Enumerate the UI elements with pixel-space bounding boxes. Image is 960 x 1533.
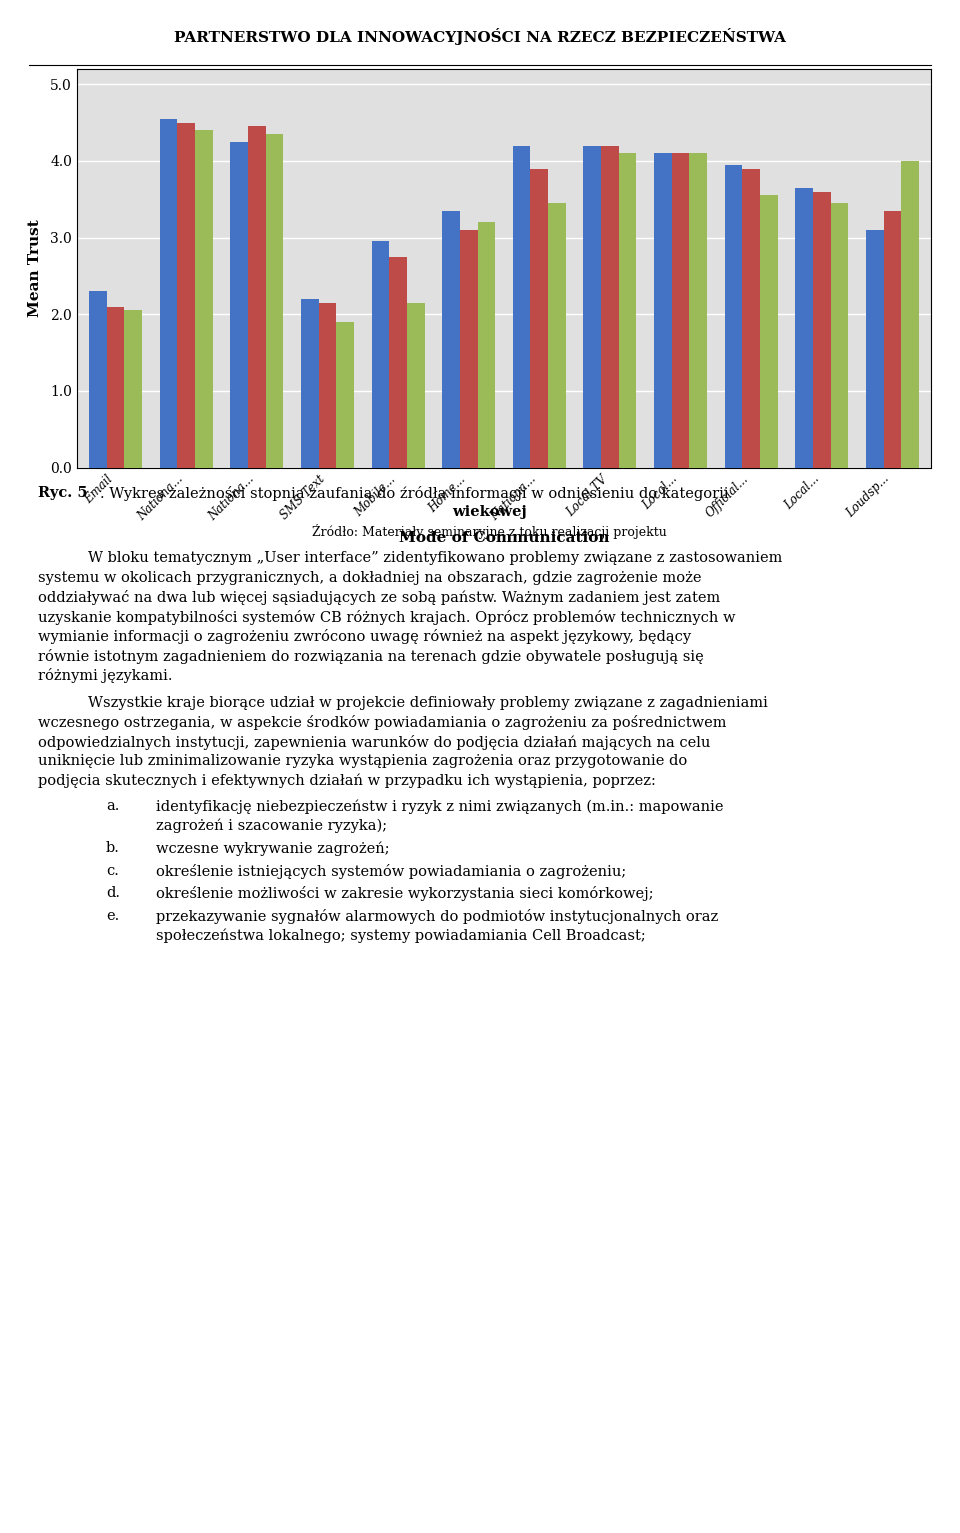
Bar <box>830 204 849 468</box>
Bar <box>125 311 142 468</box>
Bar <box>866 230 883 468</box>
Bar <box>460 230 477 468</box>
Bar <box>195 130 213 468</box>
Bar <box>548 204 565 468</box>
Text: systemu w okolicach przygranicznych, a dokładniej na obszarach, gdzie zagrożenie: systemu w okolicach przygranicznych, a d… <box>38 570 702 584</box>
Text: zagrożeń i szacowanie ryzyka);: zagrożeń i szacowanie ryzyka); <box>156 819 387 834</box>
Text: wiekowej: wiekowej <box>452 506 527 520</box>
Text: oddziaływać na dwa lub więcej sąsiadujących ze sobą państw. Ważnym zadaniem jest: oddziaływać na dwa lub więcej sąsiadując… <box>38 590 721 606</box>
Text: podjęcia skutecznych i efektywnych działań w przypadku ich wystąpienia, poprzez:: podjęcia skutecznych i efektywnych dział… <box>38 774 657 788</box>
Bar <box>689 153 707 468</box>
Bar <box>654 153 672 468</box>
Bar <box>813 192 830 468</box>
Bar <box>89 291 107 468</box>
Text: różnymi językami.: różnymi językami. <box>38 668 173 684</box>
Text: . Wykres zależności stopnia zaufania do źródła informacji w odniesieniu do kateg: . Wykres zależności stopnia zaufania do … <box>100 486 729 501</box>
Bar <box>477 222 495 468</box>
Text: równie istotnym zagadnieniem do rozwiązania na terenach gdzie obywatele posługuj: równie istotnym zagadnieniem do rozwiąza… <box>38 648 704 664</box>
Bar <box>883 212 901 468</box>
Text: przekazywanie sygnałów alarmowych do podmiotów instytucjonalnych oraz: przekazywanie sygnałów alarmowych do pod… <box>156 909 718 924</box>
Y-axis label: Mean Trust: Mean Trust <box>28 219 41 317</box>
Text: W bloku tematycznym „User interface” zidentyfikowano problemy związane z zastoso: W bloku tematycznym „User interface” zid… <box>88 552 782 566</box>
Bar <box>672 153 689 468</box>
Bar <box>372 242 389 468</box>
Text: Ryc. 5: Ryc. 5 <box>38 486 88 500</box>
Text: wymianie informacji o zagrożeniu zwrócono uwagę również na aspekt językowy, będą: wymianie informacji o zagrożeniu zwrócon… <box>38 630 691 644</box>
Bar <box>584 146 601 468</box>
Bar <box>760 196 778 468</box>
Bar <box>619 153 636 468</box>
Bar <box>443 212 460 468</box>
Bar <box>742 169 760 468</box>
Bar <box>107 307 125 468</box>
Text: identyfikację niebezpieczeństw i ryzyk z nimi związanych (m.in.: mapowanie: identyfikację niebezpieczeństw i ryzyk z… <box>156 799 723 814</box>
Bar <box>389 258 407 468</box>
Bar <box>795 189 813 468</box>
Bar <box>178 123 195 468</box>
Bar <box>230 143 248 468</box>
Bar <box>266 135 283 468</box>
Bar <box>601 146 619 468</box>
Text: a.: a. <box>106 799 119 814</box>
Text: odpowiedzialnych instytucji, zapewnienia warunków do podjęcia działań mających n: odpowiedzialnych instytucji, zapewnienia… <box>38 734 710 750</box>
Text: Wszystkie kraje biorące udział w projekcie definiowały problemy związane z zagad: Wszystkie kraje biorące udział w projekc… <box>88 696 768 710</box>
Bar <box>513 146 531 468</box>
X-axis label: Mode of Communication: Mode of Communication <box>398 532 610 546</box>
Bar <box>336 322 354 468</box>
Text: określenie możliwości w zakresie wykorzystania sieci komórkowej;: określenie możliwości w zakresie wykorzy… <box>156 886 654 901</box>
Bar <box>725 166 742 468</box>
Text: Źródło: Materiały seminaryjne z toku realizacji projektu: Źródło: Materiały seminaryjne z toku rea… <box>312 524 667 538</box>
Text: społeczeństwa lokalnego; systemy powiadamiania Cell Broadcast;: społeczeństwa lokalnego; systemy powiada… <box>156 929 645 943</box>
Bar <box>301 299 319 468</box>
Bar <box>248 127 266 468</box>
Bar <box>159 120 178 468</box>
Text: e.: e. <box>106 909 119 923</box>
Text: uniknięcie lub zminimalizowanie ryzyka wystąpienia zagrożenia oraz przygotowanie: uniknięcie lub zminimalizowanie ryzyka w… <box>38 754 687 768</box>
Bar <box>407 304 424 468</box>
Text: wczesnego ostrzegania, w aspekcie środków powiadamiania o zagrożeniu za pośredni: wczesnego ostrzegania, w aspekcie środkó… <box>38 716 727 730</box>
Text: c.: c. <box>106 863 119 878</box>
Bar <box>531 169 548 468</box>
Text: wczesne wykrywanie zagrożeń;: wczesne wykrywanie zagrożeń; <box>156 842 390 855</box>
Bar <box>319 304 336 468</box>
Text: uzyskanie kompatybilności systemów CB różnych krajach. Oprócz problemów technicz: uzyskanie kompatybilności systemów CB ró… <box>38 610 736 625</box>
Bar <box>901 161 919 468</box>
Text: określenie istniejących systemów powiadamiania o zagrożeniu;: określenie istniejących systemów powiada… <box>156 863 626 878</box>
Text: b.: b. <box>106 842 120 855</box>
Text: PARTNERSTWO DLA INNOWACYJNOŚCI NA RZECZ BEZPIECZEŃSTWA: PARTNERSTWO DLA INNOWACYJNOŚCI NA RZECZ … <box>174 28 786 46</box>
Text: d.: d. <box>106 886 120 900</box>
